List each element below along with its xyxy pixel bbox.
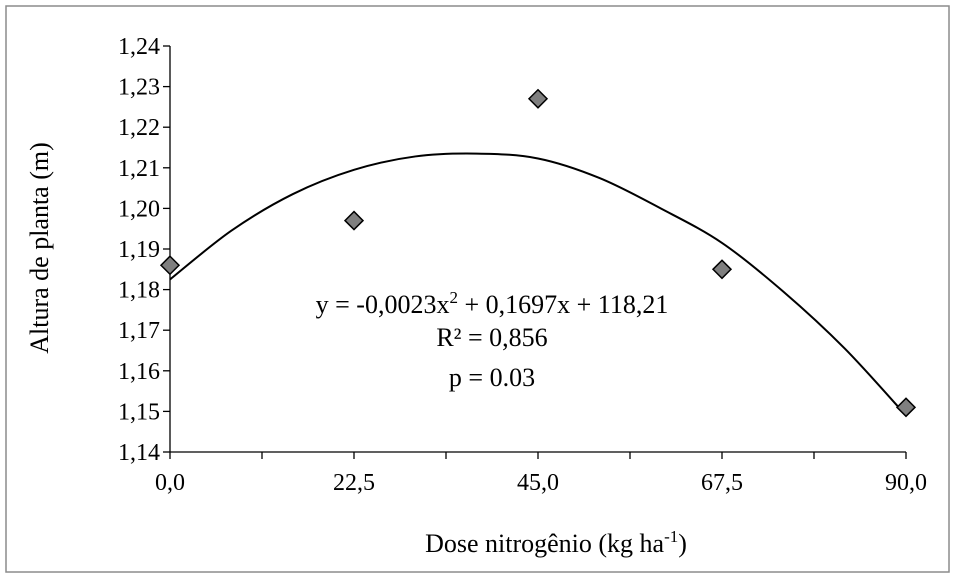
diamond-marker [895, 397, 917, 418]
y-tick-label: 1,20 [118, 196, 160, 222]
y-tick-label: 1,23 [118, 75, 160, 101]
diamond-marker [527, 88, 549, 109]
y-tick-label: 1,19 [118, 237, 160, 263]
x-tick-label: 22,5 [333, 470, 375, 496]
x-tick-label: 67,5 [701, 470, 743, 496]
diamond-marker [159, 255, 181, 276]
x-tick-label: 45,0 [517, 470, 559, 496]
equation-annotation: y = -0,0023x2 + 0,1697x + 118,21 [316, 288, 669, 319]
y-tick-label: 1,14 [118, 440, 160, 466]
y-axis-title: Altura de planta (m) [25, 142, 54, 354]
p-value-annotation: p = 0.03 [449, 363, 535, 392]
diamond-marker [711, 259, 733, 280]
y-tick-label: 1,24 [118, 34, 160, 60]
data-points [159, 88, 917, 418]
y-tick-label: 1,22 [118, 115, 160, 141]
x-axis-ticks: 0,0 22,5 45,0 67,5 90,0 [155, 452, 927, 496]
data-point [895, 397, 917, 418]
y-tick-label: 1,16 [118, 359, 160, 385]
data-point [527, 88, 549, 109]
y-tick-label: 1,17 [118, 318, 160, 344]
y-tick-label: 1,18 [118, 278, 160, 304]
x-tick-label: 90,0 [885, 470, 927, 496]
diamond-marker [343, 210, 365, 231]
r-squared-annotation: R² = 0,856 [436, 323, 547, 352]
data-point [159, 255, 181, 276]
data-point [711, 259, 733, 280]
x-axis-title: Dose nitrogênio (kg ha-1) [425, 527, 687, 558]
y-tick-label: 1,21 [118, 156, 160, 182]
y-tick-label: 1,15 [118, 399, 160, 425]
y-axis-ticks: 1,14 1,15 1,16 1,17 1,18 1,19 1,20 1,21 1,22 1,23… [118, 34, 170, 466]
data-point [343, 210, 365, 231]
trendline-curve [169, 152, 907, 417]
x-tick-label: 0,0 [155, 470, 185, 496]
